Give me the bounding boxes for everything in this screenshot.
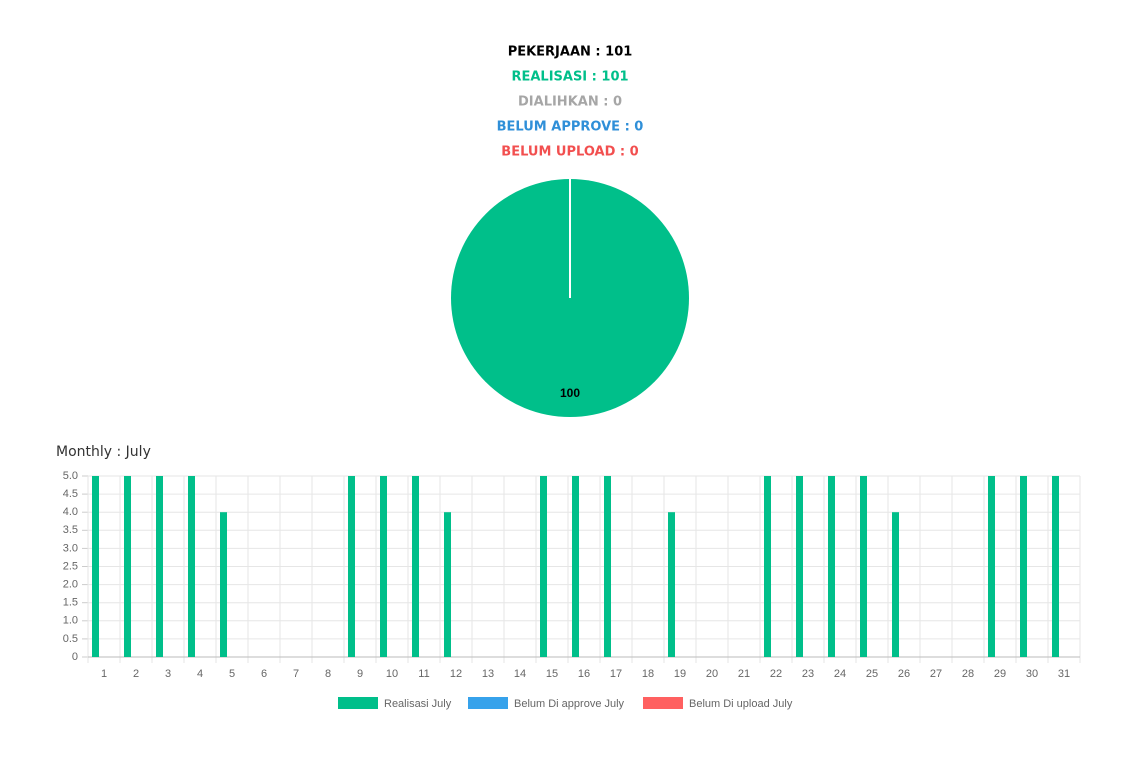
y-tick-label: 0 <box>72 651 78 663</box>
y-tick-label: 5.0 <box>63 470 78 482</box>
y-tick-label: 3.0 <box>63 542 78 554</box>
legend-label: Belum Di upload July <box>689 698 793 710</box>
x-tick-label: 21 <box>738 668 750 680</box>
x-tick-label: 19 <box>674 668 686 680</box>
x-tick-label: 20 <box>706 668 718 680</box>
x-tick-label: 17 <box>610 668 622 680</box>
pie-label: 100 <box>560 386 580 400</box>
bar <box>1052 476 1059 657</box>
x-tick-label: 3 <box>165 668 171 680</box>
x-tick-label: 18 <box>642 668 654 680</box>
bar <box>988 476 995 657</box>
legend-label: Belum Di approve July <box>514 698 625 710</box>
bar <box>668 512 675 657</box>
bar <box>828 476 835 657</box>
x-tick-label: 9 <box>357 668 363 680</box>
y-tick-label: 1.0 <box>63 615 78 627</box>
header-line: BELUM UPLOAD : 0 <box>501 145 638 160</box>
bar <box>156 476 163 657</box>
x-tick-label: 25 <box>866 668 878 680</box>
bar <box>412 476 419 657</box>
chart-title: Monthly : July <box>56 444 151 460</box>
y-tick-label: 4.0 <box>63 506 78 518</box>
y-tick-label: 1.5 <box>63 597 78 609</box>
legend-swatch <box>338 697 378 709</box>
bar <box>1020 476 1027 657</box>
bar <box>604 476 611 657</box>
x-tick-label: 8 <box>325 668 331 680</box>
x-tick-label: 7 <box>293 668 299 680</box>
x-tick-label: 16 <box>578 668 590 680</box>
x-tick-label: 4 <box>197 668 203 680</box>
y-tick-label: 4.5 <box>63 488 78 500</box>
bar <box>348 476 355 657</box>
x-tick-label: 12 <box>450 668 462 680</box>
header-line: DIALIHKAN : 0 <box>518 95 622 110</box>
bar <box>540 476 547 657</box>
bar <box>796 476 803 657</box>
x-tick-label: 11 <box>418 668 429 680</box>
y-tick-label: 2.0 <box>63 579 78 591</box>
x-tick-label: 29 <box>994 668 1006 680</box>
x-tick-label: 13 <box>482 668 494 680</box>
y-tick-label: 3.5 <box>63 524 78 536</box>
x-tick-label: 28 <box>962 668 974 680</box>
bar <box>124 476 131 657</box>
x-tick-label: 1 <box>101 668 107 680</box>
x-tick-label: 31 <box>1058 668 1070 680</box>
x-tick-label: 26 <box>898 668 910 680</box>
x-tick-label: 5 <box>229 668 235 680</box>
y-tick-label: 0.5 <box>63 633 78 645</box>
x-tick-label: 23 <box>802 668 814 680</box>
bar <box>92 476 99 657</box>
x-tick-label: 10 <box>386 668 398 680</box>
x-tick-label: 2 <box>133 668 139 680</box>
x-tick-label: 6 <box>261 668 267 680</box>
bar <box>188 476 195 657</box>
x-tick-label: 22 <box>770 668 782 680</box>
header-line: REALISASI : 101 <box>511 70 628 85</box>
header-line: BELUM APPROVE : 0 <box>497 120 644 135</box>
bar <box>892 512 899 657</box>
x-tick-label: 14 <box>514 668 526 680</box>
x-tick-label: 24 <box>834 668 846 680</box>
x-tick-label: 15 <box>546 668 558 680</box>
bar <box>380 476 387 657</box>
header-line: PEKERJAAN : 101 <box>508 45 633 60</box>
legend-swatch <box>468 697 508 709</box>
legend-swatch <box>643 697 683 709</box>
x-tick-label: 30 <box>1026 668 1038 680</box>
bar <box>220 512 227 657</box>
y-tick-label: 2.5 <box>63 560 78 572</box>
x-tick-label: 27 <box>930 668 942 680</box>
bar <box>572 476 579 657</box>
bar <box>764 476 771 657</box>
bar <box>444 512 451 657</box>
bar <box>860 476 867 657</box>
legend-label: Realisasi July <box>384 698 452 710</box>
